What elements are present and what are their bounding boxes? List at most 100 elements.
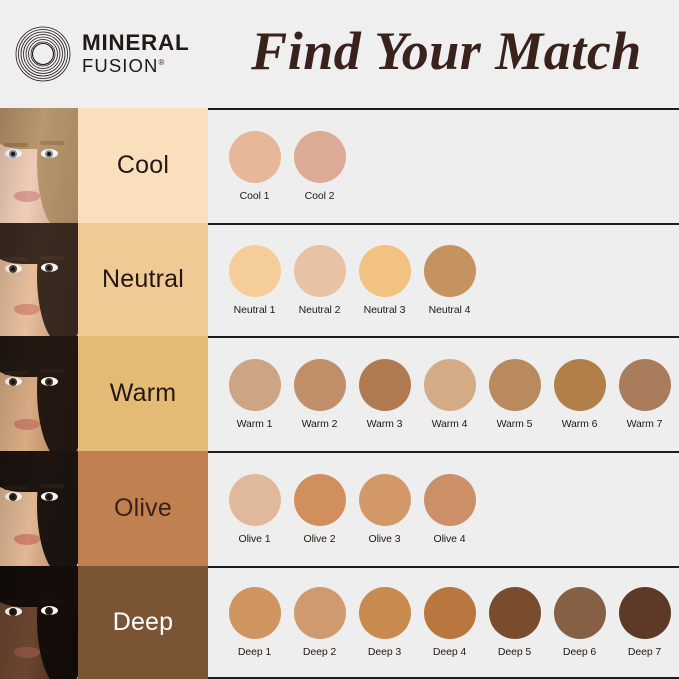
shade-row: Neutral Neutral 1 Neutral 2 Neutral 3 Neutra…: [0, 223, 679, 336]
shade-swatch-label: Deep 5: [497, 646, 532, 658]
tone-label-cell-neutral: Neutral: [78, 223, 208, 336]
shade-swatch-circle[interactable]: [488, 587, 541, 639]
shade-swatch[interactable]: Neutral 4: [417, 245, 482, 316]
shade-swatch-label: Deep 6: [562, 646, 597, 658]
shade-swatch[interactable]: Warm 6: [547, 359, 612, 430]
tone-label-olive: Olive: [114, 494, 172, 522]
shade-swatch-circle[interactable]: [228, 245, 281, 297]
registered-trademark-mark: ®: [158, 57, 165, 67]
shade-swatch[interactable]: Olive 3: [352, 474, 417, 545]
shade-swatch-circle[interactable]: [293, 587, 346, 639]
swatch-strip-deep: Deep 1 Deep 2 Deep 3 Deep 4 Deep 5 Deep 6 Deep…: [208, 566, 679, 679]
shade-row: Warm Warm 1 Warm 2 Warm 3 Warm 4 Warm 5 Warm 6…: [0, 336, 679, 451]
brand-name-secondary: FUSION®: [82, 54, 165, 76]
tone-label-deep: Deep: [112, 608, 174, 636]
shade-swatch-label: Warm 2: [301, 418, 338, 430]
shade-row: Cool Cool 1 Cool 2: [0, 108, 679, 223]
model-photo-warm: [0, 336, 78, 451]
shade-swatch-label: Neutral 1: [233, 304, 276, 316]
shade-swatch-label: Neutral 4: [428, 304, 471, 316]
shade-swatch-label: Deep 3: [367, 646, 402, 658]
shade-swatch-circle[interactable]: [293, 131, 346, 183]
tone-label-cell-warm: Warm: [78, 336, 208, 451]
shade-swatch[interactable]: Deep 1: [222, 587, 287, 658]
shade-swatch-label: Deep 4: [432, 646, 467, 658]
shade-swatch[interactable]: Deep 5: [482, 587, 547, 658]
shade-swatch-circle[interactable]: [618, 587, 671, 639]
shade-swatch-label: Olive 2: [303, 533, 336, 545]
shade-swatch-circle[interactable]: [423, 245, 476, 297]
shade-swatch[interactable]: Cool 2: [287, 131, 352, 202]
tone-label-cell-deep: Deep: [78, 566, 208, 679]
shade-swatch-circle[interactable]: [293, 245, 346, 297]
shade-row: Deep Deep 1 Deep 2 Deep 3 Deep 4 Deep 5 Deep 6…: [0, 566, 679, 679]
shade-swatch[interactable]: Warm 2: [287, 359, 352, 430]
tone-label-cell-cool: Cool: [78, 108, 208, 223]
shade-swatch-label: Deep 7: [627, 646, 662, 658]
shade-swatch[interactable]: Warm 7: [612, 359, 677, 430]
tone-label-neutral: Neutral: [102, 265, 184, 293]
swatch-strip-olive: Olive 1 Olive 2 Olive 3 Olive 4: [208, 451, 679, 566]
page-header: MINERAL FUSION® Find Your Match: [0, 0, 679, 108]
shade-swatch-label: Deep 1: [237, 646, 272, 658]
shade-swatch[interactable]: Deep 4: [417, 587, 482, 658]
shade-swatch-circle[interactable]: [293, 474, 346, 526]
brand-name-primary: MINERAL: [82, 30, 190, 56]
brand-wordmark: MINERAL FUSION®: [82, 32, 189, 76]
brand-name-secondary-text: FUSION: [82, 54, 159, 76]
shade-swatch[interactable]: Olive 2: [287, 474, 352, 545]
shade-swatch-label: Olive 1: [238, 533, 271, 545]
shade-swatch-label: Neutral 3: [363, 304, 406, 316]
shade-swatch[interactable]: Neutral 2: [287, 245, 352, 316]
shade-rows: Cool Cool 1 Cool 2 Neutral Neutral 1 Neutral …: [0, 108, 679, 679]
shade-swatch-circle[interactable]: [358, 474, 411, 526]
shade-swatch-circle[interactable]: [553, 587, 606, 639]
shade-swatch[interactable]: Deep 3: [352, 587, 417, 658]
shade-swatch-label: Olive 4: [433, 533, 466, 545]
concentric-circles-logo-icon: [14, 25, 72, 83]
shade-swatch-circle[interactable]: [358, 245, 411, 297]
shade-swatch-label: Warm 1: [236, 418, 273, 430]
shade-swatch-circle[interactable]: [228, 587, 281, 639]
shade-swatch[interactable]: Olive 1: [222, 474, 287, 545]
shade-swatch-circle[interactable]: [423, 474, 476, 526]
shade-swatch-label: Warm 6: [561, 418, 598, 430]
shade-swatch[interactable]: Deep 7: [612, 587, 677, 658]
shade-swatch[interactable]: Warm 4: [417, 359, 482, 430]
shade-swatch-circle[interactable]: [358, 359, 411, 411]
shade-swatch-label: Deep 2: [302, 646, 337, 658]
shade-swatch-circle[interactable]: [488, 359, 541, 411]
shade-swatch-label: Warm 4: [431, 418, 468, 430]
shade-swatch-label: Warm 3: [366, 418, 403, 430]
shade-swatch[interactable]: Deep 6: [547, 587, 612, 658]
swatch-strip-cool: Cool 1 Cool 2: [208, 108, 679, 223]
tone-label-warm: Warm: [109, 379, 177, 407]
shade-swatch-circle[interactable]: [358, 587, 411, 639]
shade-swatch-circle[interactable]: [228, 474, 281, 526]
tone-label-cool: Cool: [116, 151, 170, 179]
page-title-container: Find Your Match: [208, 20, 679, 88]
shade-swatch[interactable]: Neutral 1: [222, 245, 287, 316]
shade-swatch[interactable]: Warm 1: [222, 359, 287, 430]
shade-swatch-circle[interactable]: [228, 359, 281, 411]
shade-swatch-label: Olive 3: [368, 533, 401, 545]
shade-swatch[interactable]: Neutral 3: [352, 245, 417, 316]
shade-swatch-circle[interactable]: [293, 359, 346, 411]
shade-swatch-label: Warm 7: [626, 418, 663, 430]
shade-swatch-circle[interactable]: [423, 359, 476, 411]
shade-swatch-circle[interactable]: [553, 359, 606, 411]
tone-label-cell-olive: Olive: [78, 451, 208, 566]
shade-swatch-circle[interactable]: [618, 359, 671, 411]
shade-swatch[interactable]: Warm 5: [482, 359, 547, 430]
shade-swatch-circle[interactable]: [423, 587, 476, 639]
model-photo-cool: [0, 108, 78, 223]
shade-swatch[interactable]: Cool 1: [222, 131, 287, 202]
shade-swatch-circle[interactable]: [228, 131, 281, 183]
shade-swatch[interactable]: Deep 2: [287, 587, 352, 658]
shade-swatch[interactable]: Warm 3: [352, 359, 417, 430]
swatch-strip-neutral: Neutral 1 Neutral 2 Neutral 3 Neutral 4: [208, 223, 679, 336]
swatch-strip-warm: Warm 1 Warm 2 Warm 3 Warm 4 Warm 5 Warm 6 Warm…: [208, 336, 679, 451]
shade-swatch-label: Warm 5: [496, 418, 533, 430]
shade-swatch[interactable]: Olive 4: [417, 474, 482, 545]
